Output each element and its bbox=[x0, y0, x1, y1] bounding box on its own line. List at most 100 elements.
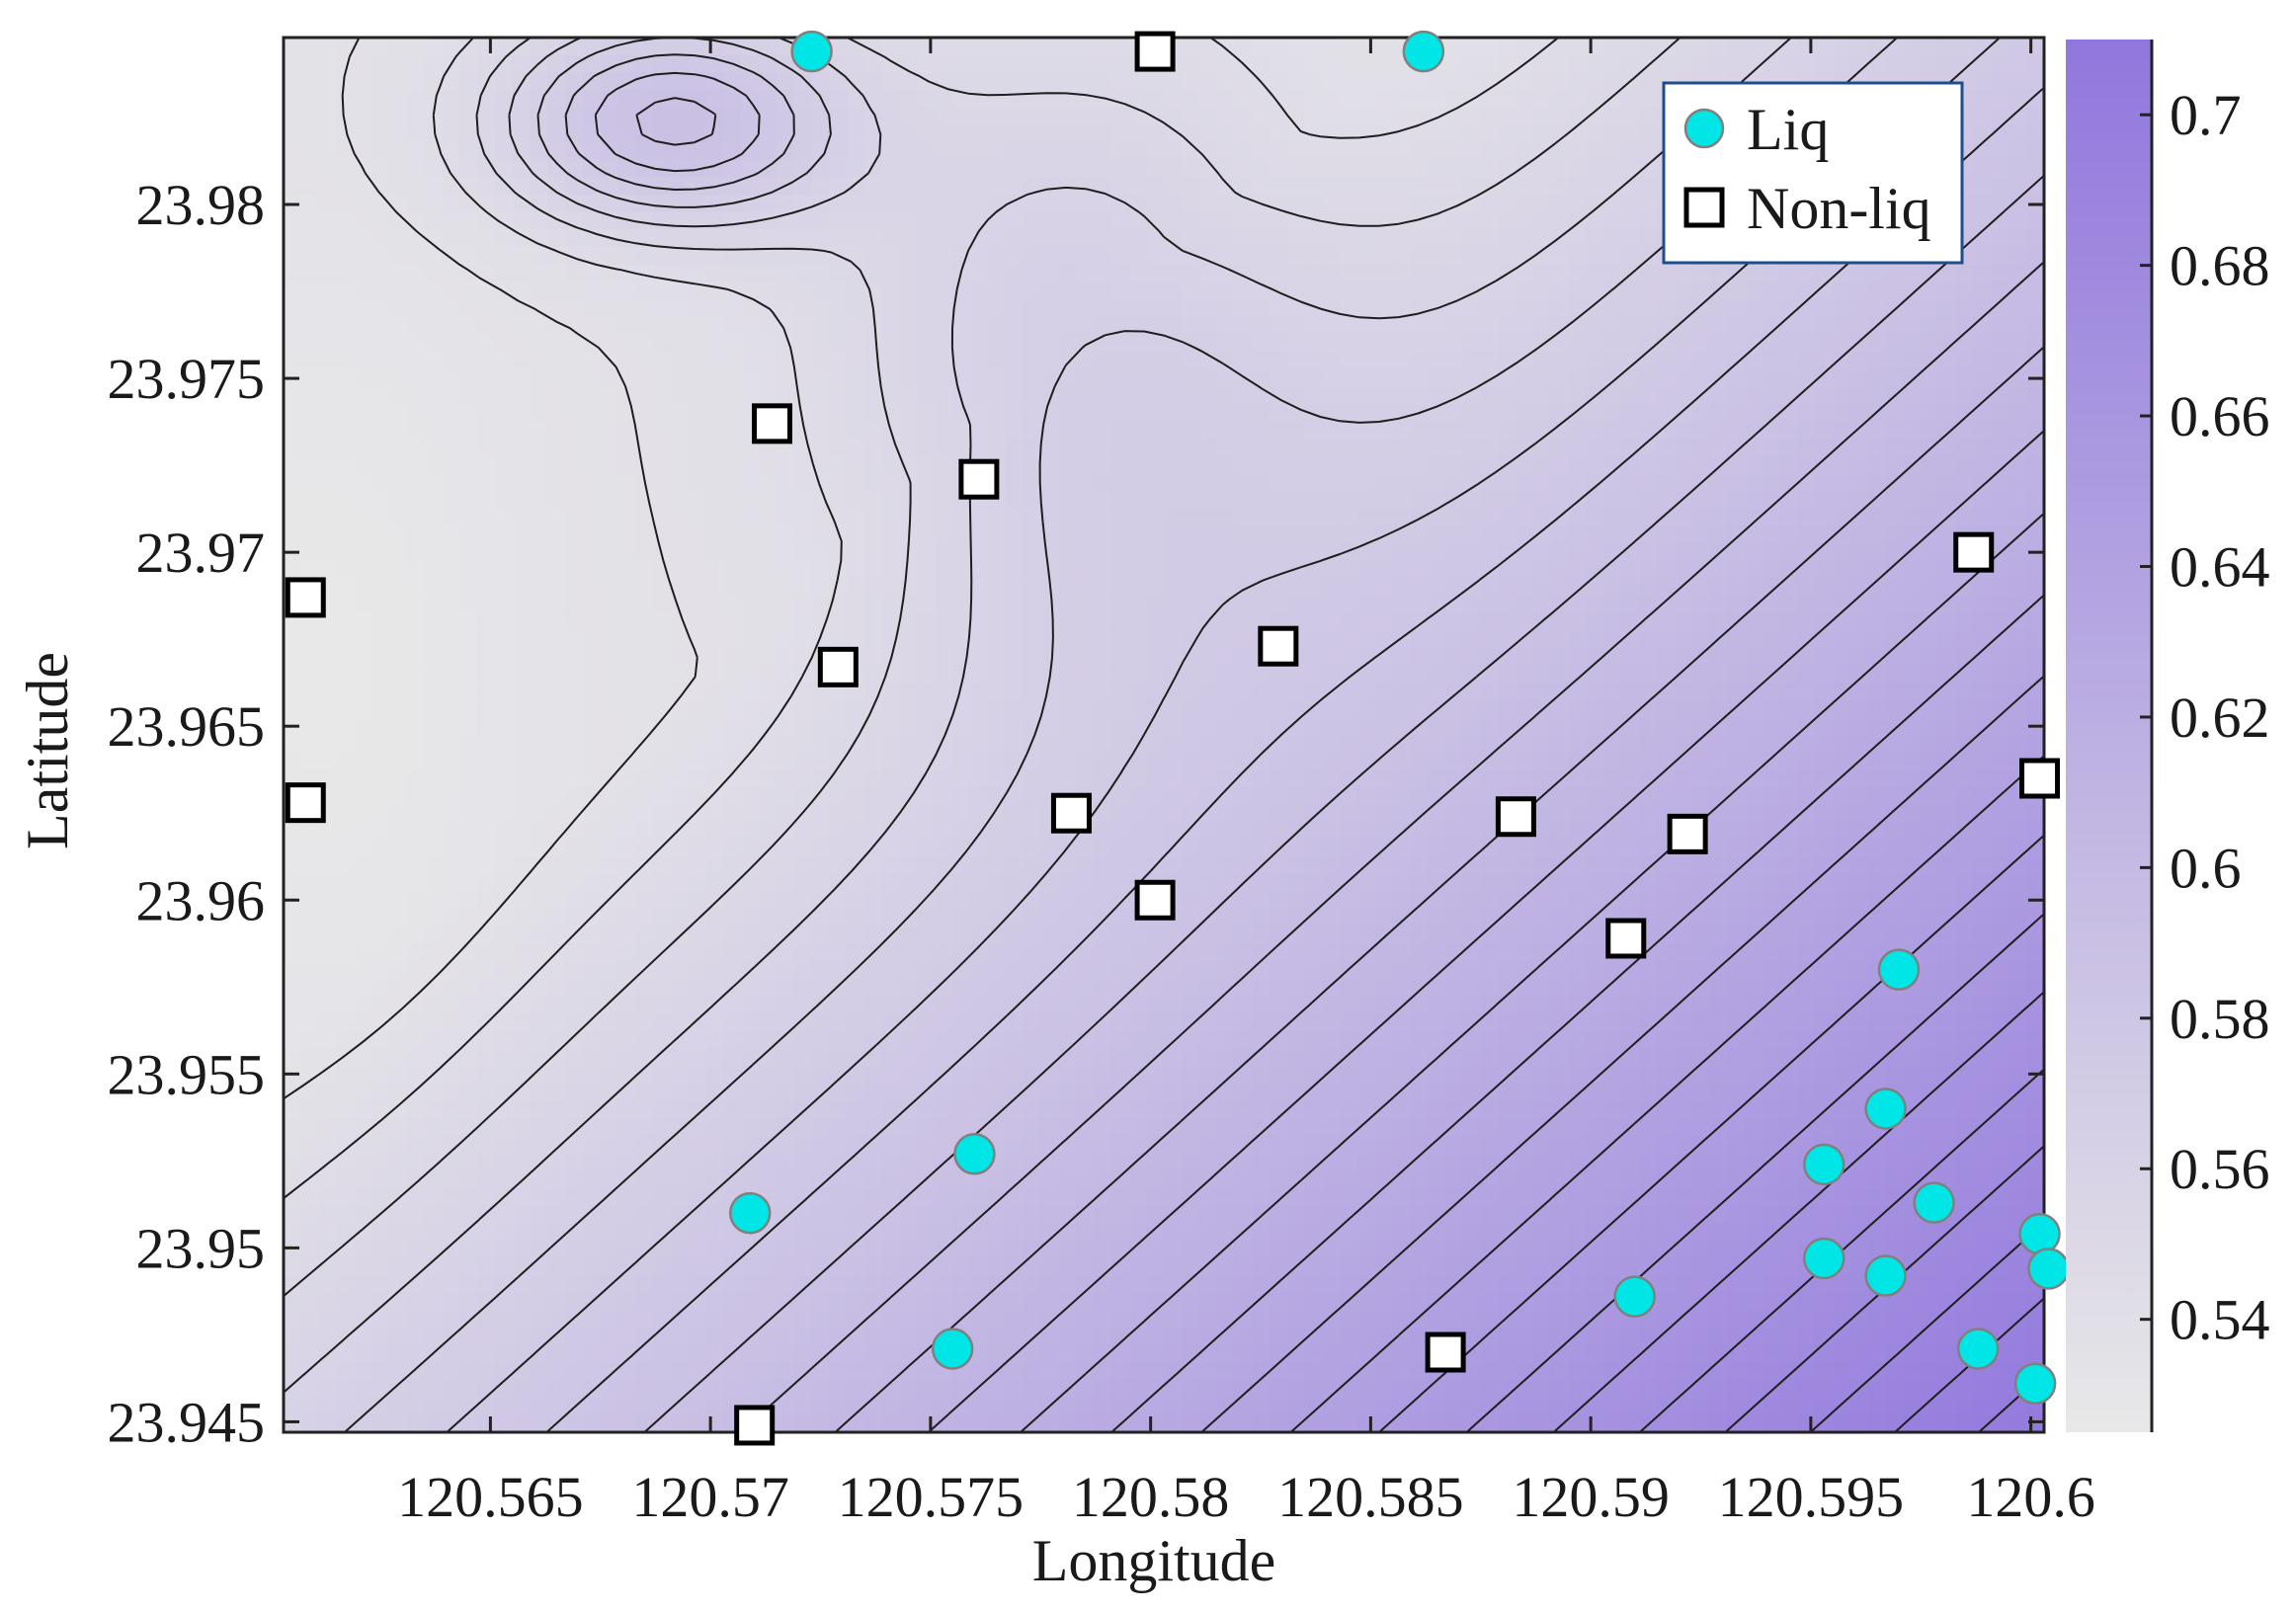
contour-cell bbox=[300, 699, 320, 718]
contour-cell bbox=[1023, 508, 1041, 526]
contour-cell bbox=[477, 264, 496, 282]
contour-cell bbox=[547, 403, 566, 422]
contour-cell bbox=[1551, 560, 1570, 579]
contour-cell bbox=[987, 351, 1007, 369]
contour-cell bbox=[1727, 455, 1746, 474]
contour-cell bbox=[899, 508, 919, 526]
contour-cell bbox=[1428, 368, 1446, 387]
contour-cell bbox=[512, 752, 532, 770]
contour-cell bbox=[1516, 351, 1534, 369]
contour-cell bbox=[969, 89, 989, 109]
contour-cell bbox=[1428, 246, 1446, 266]
contour-cell bbox=[1304, 683, 1323, 701]
contour-cell bbox=[336, 717, 355, 736]
contour-cell bbox=[1269, 421, 1288, 440]
contour-cell bbox=[1779, 595, 1799, 614]
contour-cell bbox=[1340, 177, 1358, 196]
contour-cell bbox=[336, 89, 355, 109]
contour-cell bbox=[1498, 141, 1517, 161]
contour-cell bbox=[653, 839, 672, 858]
contour-cell bbox=[1005, 612, 1025, 631]
contour-cell bbox=[1603, 769, 1622, 788]
contour-cell bbox=[1357, 386, 1376, 405]
contour-cell bbox=[969, 421, 989, 440]
contour-cell bbox=[354, 822, 372, 841]
contour-cell bbox=[354, 124, 372, 143]
contour-cell bbox=[1146, 124, 1165, 143]
contour-cell bbox=[917, 246, 936, 266]
contour-cell bbox=[600, 107, 619, 125]
contour-cell bbox=[1181, 473, 1200, 492]
contour-cell bbox=[1392, 351, 1412, 369]
contour-cell bbox=[1322, 246, 1341, 266]
contour-cell bbox=[671, 386, 690, 405]
contour-cell bbox=[952, 717, 971, 736]
contour-cell bbox=[2009, 856, 2027, 875]
contour-cell bbox=[1586, 177, 1605, 196]
contour-cell bbox=[1428, 630, 1446, 649]
contour-cell bbox=[354, 595, 372, 614]
contour-cell bbox=[565, 282, 584, 300]
contour-cell bbox=[424, 403, 443, 422]
contour-cell bbox=[1603, 752, 1622, 770]
contour-cell bbox=[2009, 264, 2027, 282]
contour-cell bbox=[635, 72, 654, 91]
contour-cell bbox=[1392, 473, 1412, 492]
contour-cell bbox=[318, 421, 338, 440]
contour-cell bbox=[617, 141, 636, 161]
contour-cell bbox=[300, 403, 320, 422]
contour-cell bbox=[1903, 298, 1922, 317]
contour-cell bbox=[1674, 525, 1693, 544]
contour-cell bbox=[388, 508, 408, 526]
contour-cell bbox=[917, 560, 936, 579]
contour-cell bbox=[829, 229, 848, 248]
contour-cell bbox=[617, 891, 636, 911]
contour-cell bbox=[1110, 264, 1129, 282]
contour-cell bbox=[371, 368, 390, 387]
contour-cell bbox=[671, 839, 690, 858]
contour-cell bbox=[1093, 72, 1112, 91]
contour-cell bbox=[1727, 683, 1746, 701]
contour-cell bbox=[424, 735, 443, 754]
contour-cell bbox=[917, 211, 936, 230]
contour-cell bbox=[1691, 769, 1711, 788]
contour-cell bbox=[1023, 72, 1041, 91]
contour-cell bbox=[864, 54, 883, 73]
contour-cell bbox=[1991, 38, 2009, 56]
contour-cell bbox=[1498, 298, 1517, 317]
contour-cell bbox=[881, 124, 901, 143]
contour-cell bbox=[1745, 786, 1763, 806]
contour-cell bbox=[371, 683, 390, 701]
contour-cell bbox=[1586, 891, 1605, 911]
contour-cell bbox=[1727, 874, 1746, 893]
contour-cell bbox=[1498, 578, 1517, 597]
contour-cell bbox=[1885, 856, 1905, 875]
contour-cell bbox=[1392, 683, 1412, 701]
contour-cell bbox=[1286, 683, 1306, 701]
contour-cell bbox=[600, 839, 619, 858]
contour-cell bbox=[671, 282, 690, 300]
contour-cell bbox=[494, 490, 514, 510]
contour-cell bbox=[1745, 403, 1763, 422]
contour-cell bbox=[582, 72, 602, 91]
contour-cell bbox=[1762, 752, 1781, 770]
contour-cell bbox=[1551, 351, 1570, 369]
contour-cell bbox=[494, 159, 514, 178]
contour-cell bbox=[1709, 786, 1728, 806]
contour-cell bbox=[600, 542, 619, 562]
contour-cell bbox=[336, 612, 355, 631]
contour-cell bbox=[371, 786, 390, 806]
contour-cell bbox=[653, 246, 672, 266]
contour-cell bbox=[388, 683, 408, 701]
contour-cell bbox=[1938, 386, 1957, 405]
contour-cell bbox=[442, 856, 460, 875]
contour-cell bbox=[987, 630, 1007, 649]
contour-cell bbox=[1568, 542, 1588, 562]
contour-cell bbox=[1304, 229, 1323, 248]
contour-cell bbox=[477, 769, 496, 788]
contour-cell bbox=[1762, 54, 1781, 73]
contour-cell bbox=[406, 282, 426, 300]
contour-cell bbox=[1903, 735, 1922, 754]
contour-cell bbox=[1322, 473, 1341, 492]
contour-cell bbox=[1867, 386, 1887, 405]
